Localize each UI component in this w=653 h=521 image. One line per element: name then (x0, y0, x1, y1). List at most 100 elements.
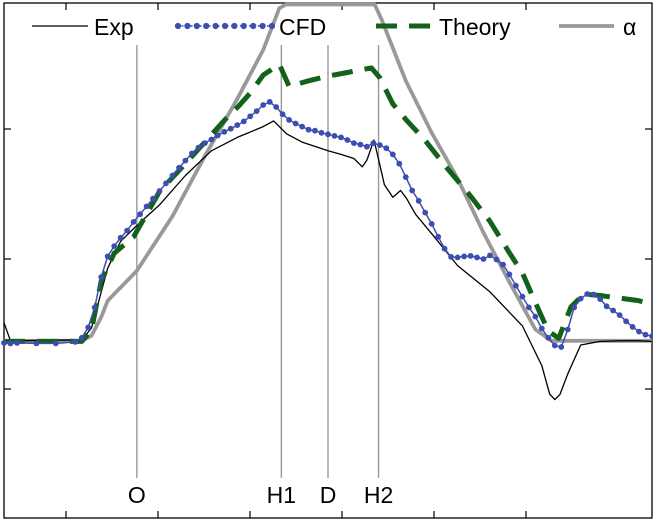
y-axis-ticks (4, 128, 652, 390)
series-point-cfd (85, 324, 92, 331)
marker-label-h1: H1 (267, 482, 296, 508)
series-point-cfd (415, 197, 422, 204)
series-point-cfd (616, 312, 623, 318)
legend-label-cfd: CFD (279, 14, 326, 40)
series-point-cfd (409, 187, 416, 194)
series-point-cfd (558, 344, 565, 350)
series-point-cfd (376, 142, 383, 149)
series-point-cfd (461, 253, 467, 260)
series-point-cfd (513, 282, 519, 289)
marker-label-d: D (320, 482, 337, 508)
series-point-cfd (577, 295, 584, 302)
series-point-cfd (163, 180, 169, 187)
legend-label-theory: Theory (439, 14, 511, 40)
series-point-cfd (603, 303, 610, 310)
series-point-cfd (454, 254, 461, 261)
series-point-cfd (292, 120, 299, 127)
legend-cfd-dot (174, 22, 182, 30)
series-point-cfd (208, 136, 215, 143)
legend-cfd-dot (250, 22, 257, 30)
series-point-cfd (467, 253, 474, 259)
vertical-markers: O H1 D H2 (128, 45, 393, 508)
series-point-cfd (493, 256, 500, 263)
series-point-cfd (435, 233, 442, 240)
series-point-cfd (176, 164, 182, 171)
series-point-cfd (441, 245, 448, 252)
series-point-cfd (584, 291, 591, 297)
series-point-cfd (325, 131, 331, 138)
series-point-cfd (448, 254, 454, 260)
series-point-cfd (299, 123, 305, 130)
series-point-cfd (428, 221, 435, 227)
legend-label-exp: Exp (94, 14, 134, 40)
legend-swatch-cfd (174, 22, 276, 30)
series-point-cfd (124, 227, 130, 234)
series-point-cfd (202, 140, 208, 147)
series-point-cfd (234, 122, 241, 128)
series-point-cfd (532, 313, 539, 320)
series-point-cfd (500, 261, 506, 268)
series-point-cfd (357, 141, 364, 148)
series-point-cfd (286, 117, 292, 123)
series-line-alpha (4, 2, 652, 343)
series-point-cfd (156, 188, 163, 194)
series-point-cfd (260, 102, 267, 108)
series-point-cfd (571, 304, 578, 311)
legend: Exp CFD Theory α (32, 14, 636, 40)
series-point-cfd (117, 234, 124, 241)
series-point-cfd (169, 172, 176, 179)
series-point-cfd (279, 111, 286, 118)
series-point-cfd (506, 271, 513, 278)
series-point-cfd (629, 324, 636, 330)
series-point-cfd (143, 203, 150, 210)
series-point-cfd (33, 340, 40, 347)
series-point-cfd (538, 325, 545, 332)
series-point-cfd (545, 334, 552, 341)
series-point-cfd (52, 340, 59, 347)
series-point-cfd (189, 150, 195, 157)
series-point-cfd (98, 274, 105, 280)
series-point-cfd (597, 296, 604, 302)
series-point-cfd (389, 151, 396, 158)
series-point-cfd (91, 304, 98, 311)
series-point-cfd (312, 127, 318, 134)
series-point-cfd (305, 126, 312, 133)
series-point-cfd (474, 254, 480, 261)
legend-cfd-dot (203, 22, 210, 30)
series-point-cfd (480, 256, 487, 262)
series-point-cfd (318, 129, 325, 136)
series-point-cfd (564, 326, 571, 333)
legend-label-alpha: α (623, 14, 636, 40)
series-point-cfd (14, 340, 20, 346)
series-point-cfd (253, 108, 260, 114)
series-point-cfd (111, 243, 118, 250)
series-point-cfd (610, 307, 616, 314)
series-point-cfd (519, 293, 526, 300)
series-point-cfd (104, 253, 111, 260)
marker-label-o: O (128, 482, 146, 508)
legend-cfd-dot (221, 22, 229, 30)
series-point-cfd (78, 334, 85, 341)
series-point-cfd (331, 133, 338, 139)
series-point-cfd (247, 113, 254, 120)
series-point-cfd (240, 118, 247, 125)
x-axis-ticks (65, 3, 527, 518)
series-point-cfd (487, 252, 493, 259)
series-point-cfd (338, 134, 344, 141)
series-point-cfd (130, 219, 137, 225)
series-point-cfd (344, 137, 351, 143)
series-point-cfd (1, 340, 7, 346)
series-point-cfd (137, 211, 144, 218)
series-point-cfd (7, 340, 14, 347)
series-point-cfd (273, 104, 280, 110)
series-point-cfd (266, 99, 273, 105)
series (1, 2, 653, 401)
series-point-cfd (182, 157, 189, 164)
series-point-cfd (526, 304, 532, 311)
series-point-cfd (150, 195, 156, 202)
series-point-cfd (221, 128, 228, 135)
legend-cfd-dot (184, 22, 191, 30)
series-point-cfd (214, 132, 221, 139)
series-point-cfd (227, 125, 234, 132)
